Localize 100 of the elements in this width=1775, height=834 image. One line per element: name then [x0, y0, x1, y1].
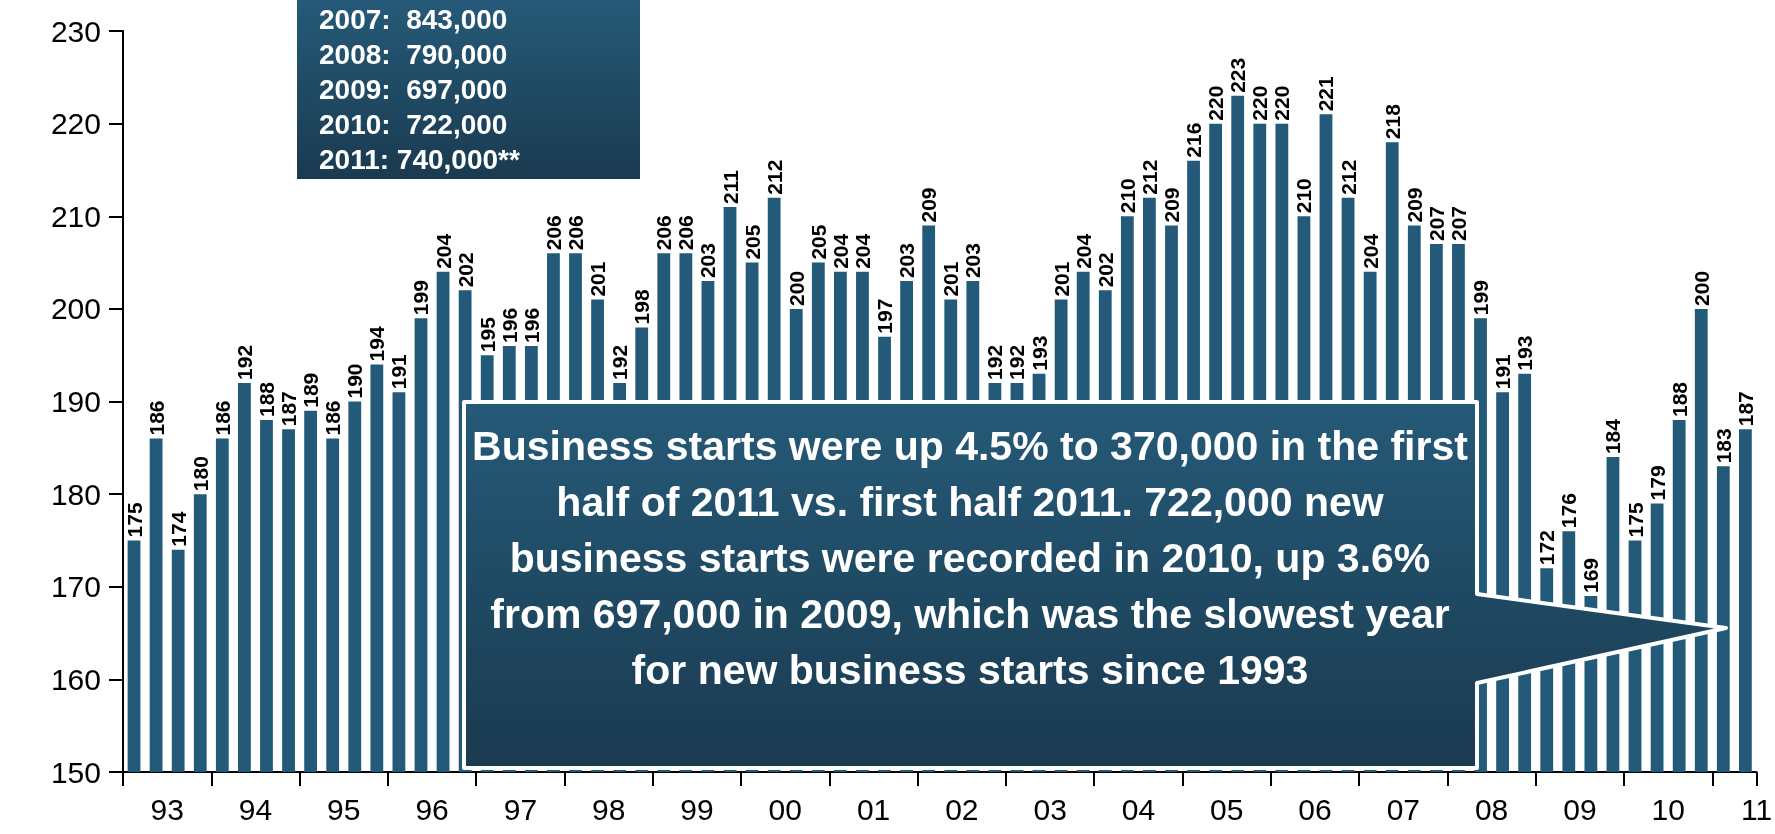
data-label: 186: [144, 400, 168, 436]
data-label: 204: [828, 233, 852, 269]
data-label: 192: [608, 344, 632, 380]
data-label: 184: [1601, 418, 1625, 455]
y-tick-label: 190: [50, 385, 101, 418]
data-label: 180: [188, 456, 212, 492]
data-label: 194: [365, 326, 389, 362]
data-label: 196: [497, 307, 521, 343]
data-label: 187: [1733, 391, 1757, 427]
x-tick-label: 98: [591, 792, 626, 826]
data-label: 199: [1469, 280, 1493, 316]
x-tick-label: 05: [1210, 792, 1244, 826]
data-label: 212: [1137, 159, 1161, 195]
data-label: 203: [895, 243, 919, 279]
data-label: 223: [1226, 57, 1250, 93]
data-label: 190: [343, 363, 367, 399]
data-label: 191: [387, 353, 411, 390]
data-label: 202: [1093, 252, 1117, 288]
data-label: 207: [1424, 205, 1448, 242]
annotation: Business starts were up 4.5% to 370,000 in the first half of 2011 vs. first half 2011. 722,000 new business starts were recorded in 2010, up 3.6% from 697,000 in 2009, which was the slowest year for new business starts since 1993: [471, 422, 1469, 695]
data-label: 188: [254, 381, 278, 418]
data-label: 199: [409, 280, 433, 316]
data-label: 196: [519, 307, 543, 343]
x-tick-label: 07: [1386, 792, 1420, 826]
data-label: 209: [1402, 187, 1426, 223]
data-label: 201: [1049, 261, 1073, 297]
text-box: 2007: 843,000 2008: 790,000 2009: 697,000 2010: 722,000 2011: 740,000**: [297, 0, 640, 179]
data-label: 220: [1248, 85, 1272, 121]
data-label: 172: [1535, 530, 1559, 566]
data-label: 201: [586, 261, 610, 297]
data-label: 204: [1358, 233, 1382, 269]
data-label: 175: [1623, 502, 1647, 538]
data-label: 195: [475, 316, 499, 353]
data-label: 206: [564, 215, 587, 251]
data-label: 179: [1645, 465, 1669, 501]
x-tick-label: 01: [856, 792, 891, 826]
data-label: 191: [1491, 353, 1515, 390]
data-label: 183: [1711, 428, 1735, 464]
x-tick-label: 08: [1474, 792, 1509, 826]
data-label: 220: [1270, 85, 1294, 121]
x-tick-label: 97: [503, 792, 538, 826]
data-label: 212: [762, 159, 786, 195]
x-tick-label: 93: [150, 792, 184, 826]
y-tick-label: 180: [50, 477, 101, 511]
y-tick-label: 160: [50, 662, 101, 696]
data-label: 211: [718, 169, 742, 204]
data-label: 186: [210, 400, 234, 436]
data-label: 204: [1071, 233, 1095, 269]
y-tick-label: 170: [50, 570, 101, 604]
x-tick-label: 03: [1033, 792, 1067, 826]
data-label: 197: [873, 298, 897, 334]
data-label: 209: [917, 187, 941, 223]
data-label: 176: [1557, 493, 1581, 529]
data-label: 201: [939, 261, 963, 297]
x-tick-label: 10: [1651, 792, 1685, 826]
x-tick-label: 00: [768, 792, 802, 826]
data-label: 212: [1336, 159, 1360, 195]
data-label: 216: [1182, 122, 1206, 158]
data-label: 175: [122, 502, 146, 538]
data-label: 200: [784, 270, 808, 306]
data-label: 192: [1005, 344, 1029, 380]
data-label: 206: [674, 215, 698, 251]
x-tick-label: 96: [415, 792, 449, 826]
x-tick-label: 06: [1298, 792, 1332, 826]
x-tick-label: 94: [238, 792, 273, 826]
data-label: 210: [1292, 178, 1316, 214]
data-label: 203: [696, 243, 720, 279]
data-label: 209: [1159, 187, 1183, 223]
data-label: 198: [630, 289, 654, 325]
x-tick-label: 95: [327, 792, 361, 826]
data-label: 188: [1667, 381, 1691, 418]
data-label: 205: [740, 224, 764, 260]
data-label: 202: [453, 252, 477, 288]
data-label: 189: [299, 372, 323, 408]
data-label: 206: [652, 215, 676, 251]
y-tick-label: 220: [50, 107, 101, 141]
y-tick-label: 230: [50, 14, 101, 48]
data-label: 193: [1027, 335, 1051, 371]
data-label: 193: [1513, 335, 1537, 371]
data-label: 169: [1579, 557, 1603, 594]
y-tick-label: 200: [50, 292, 101, 326]
x-tick-label: 04: [1121, 792, 1156, 826]
data-label: 187: [277, 391, 301, 427]
data-label: 186: [321, 400, 345, 436]
x-tick-label: 09: [1563, 792, 1597, 826]
x-tick-label: 99: [680, 792, 714, 826]
data-label: 204: [850, 233, 874, 269]
data-label: 210: [1115, 178, 1139, 214]
y-tick-label: 150: [50, 755, 101, 789]
data-label: 221: [1314, 76, 1338, 112]
y-tick-label: 210: [50, 199, 101, 233]
data-label: 207: [1446, 205, 1470, 242]
data-label: 203: [961, 243, 985, 279]
data-label: 204: [431, 233, 455, 269]
data-label: 205: [806, 224, 830, 260]
data-label: 200: [1689, 270, 1713, 306]
data-label: 220: [1204, 85, 1228, 121]
data-label: 218: [1380, 103, 1404, 140]
data-label: 206: [541, 215, 565, 251]
x-tick-label: 11: [1740, 792, 1773, 826]
